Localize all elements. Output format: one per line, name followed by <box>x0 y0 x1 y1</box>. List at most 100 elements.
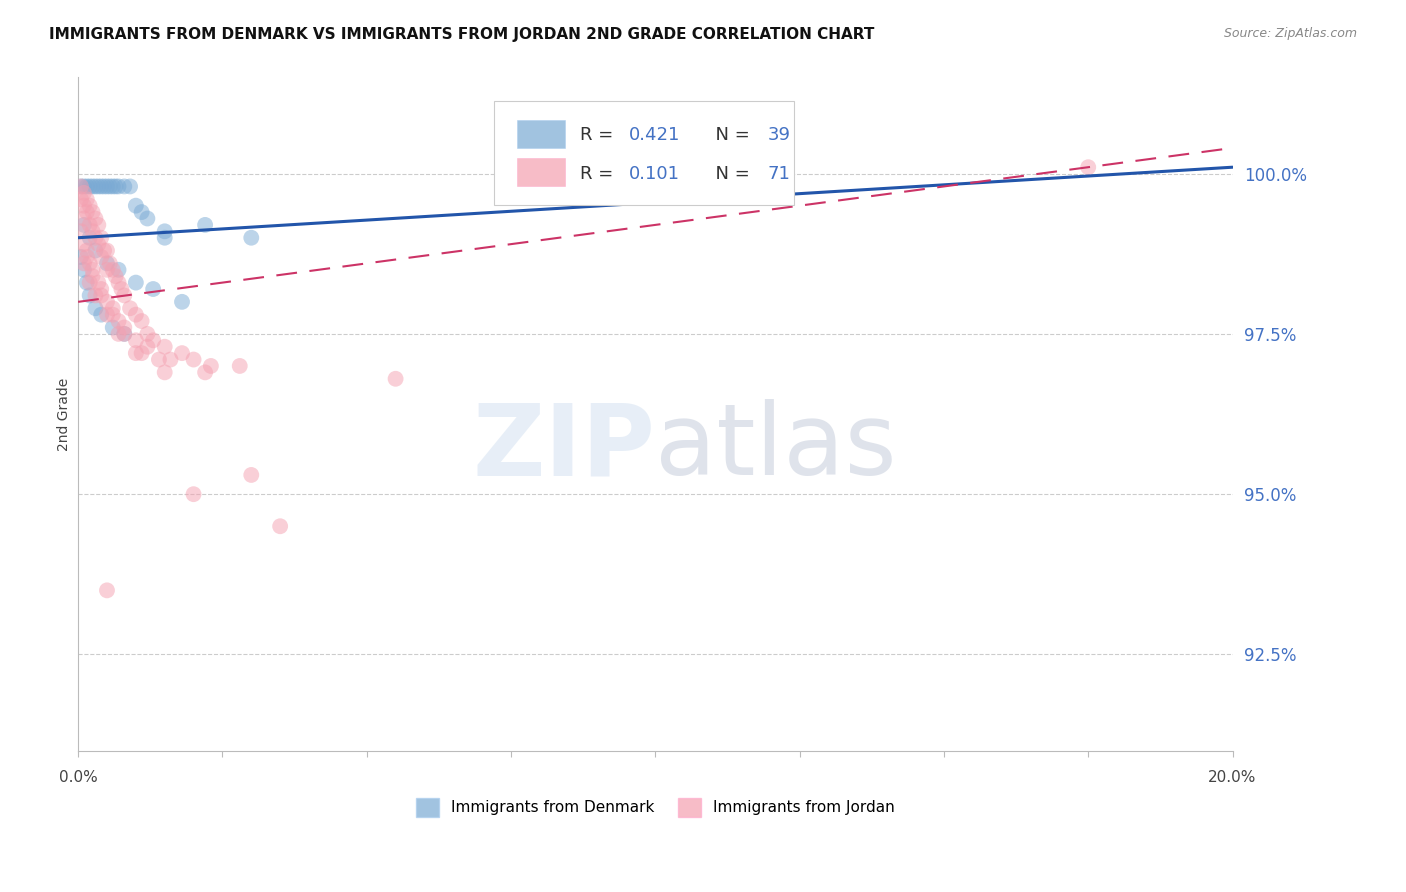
Point <box>90 231 112 245</box>
Point <box>96 294 118 309</box>
Point <box>107 326 129 341</box>
Point <box>120 179 142 194</box>
Text: ZIP: ZIP <box>472 400 655 496</box>
Point <box>183 487 205 501</box>
Point <box>79 276 101 290</box>
Text: R =: R = <box>581 165 619 183</box>
Point <box>159 352 181 367</box>
Point <box>79 288 101 302</box>
Text: atlas: atlas <box>655 400 897 496</box>
Point <box>82 224 104 238</box>
Point <box>384 372 406 386</box>
Point <box>101 308 124 322</box>
Point <box>93 244 115 258</box>
Point <box>73 186 96 200</box>
Point <box>112 326 135 341</box>
Text: 20.0%: 20.0% <box>1208 770 1257 785</box>
Point <box>240 467 263 482</box>
Point <box>76 179 98 194</box>
Point <box>136 340 159 354</box>
Point <box>136 326 159 341</box>
Text: 71: 71 <box>768 165 790 183</box>
Point <box>142 334 165 348</box>
Point <box>153 365 176 379</box>
Text: Source: ZipAtlas.com: Source: ZipAtlas.com <box>1223 27 1357 40</box>
Text: IMMIGRANTS FROM DENMARK VS IMMIGRANTS FROM JORDAN 2ND GRADE CORRELATION CHART: IMMIGRANTS FROM DENMARK VS IMMIGRANTS FR… <box>49 27 875 42</box>
Text: 0.101: 0.101 <box>628 165 679 183</box>
Point <box>73 218 96 232</box>
Point <box>82 269 104 284</box>
Point <box>153 340 176 354</box>
Point <box>194 365 217 379</box>
Text: 39: 39 <box>768 126 790 144</box>
Point <box>76 276 98 290</box>
Point <box>79 179 101 194</box>
Point <box>125 199 148 213</box>
Point <box>84 288 107 302</box>
Point <box>107 262 129 277</box>
Point <box>73 199 96 213</box>
Point <box>229 359 252 373</box>
Point <box>240 231 263 245</box>
Point <box>70 250 93 264</box>
Point <box>79 218 101 232</box>
Point <box>82 179 104 194</box>
Point <box>90 288 112 302</box>
Point <box>96 256 118 270</box>
Point <box>87 218 110 232</box>
Point <box>90 250 112 264</box>
Point <box>107 179 129 194</box>
Point <box>104 269 127 284</box>
Text: N =: N = <box>704 126 755 144</box>
Point <box>76 250 98 264</box>
Point <box>1077 160 1099 174</box>
Point <box>87 237 110 252</box>
Text: 0.0%: 0.0% <box>59 770 97 785</box>
Point <box>125 308 148 322</box>
Point <box>125 334 148 348</box>
Point <box>84 179 107 194</box>
Point <box>70 179 93 194</box>
Text: R =: R = <box>581 126 619 144</box>
Point <box>73 262 96 277</box>
Point <box>96 262 118 277</box>
Point <box>170 294 193 309</box>
Point <box>120 301 142 316</box>
Point <box>84 244 107 258</box>
Point <box>125 276 148 290</box>
Point <box>131 314 153 328</box>
Point <box>101 301 124 316</box>
Point <box>73 256 96 270</box>
Point <box>131 205 153 219</box>
Point <box>93 179 115 194</box>
Point <box>96 179 118 194</box>
Point <box>90 179 112 194</box>
Point <box>183 352 205 367</box>
Point <box>125 346 148 360</box>
Point <box>112 320 135 334</box>
Y-axis label: 2nd Grade: 2nd Grade <box>58 377 72 450</box>
Point <box>148 352 170 367</box>
Point <box>96 308 118 322</box>
Point <box>107 314 129 328</box>
Text: N =: N = <box>704 165 755 183</box>
Point <box>112 326 135 341</box>
Point <box>269 519 291 533</box>
Point <box>101 262 124 277</box>
Point <box>84 231 107 245</box>
Point <box>84 301 107 316</box>
Point <box>79 256 101 270</box>
Point <box>70 179 93 194</box>
Point <box>79 199 101 213</box>
Point <box>101 179 124 194</box>
Point <box>90 308 112 322</box>
Point <box>96 244 118 258</box>
Point <box>110 282 132 296</box>
Point <box>84 211 107 226</box>
FancyBboxPatch shape <box>494 101 794 205</box>
Point <box>131 346 153 360</box>
Point <box>70 224 93 238</box>
Point <box>76 205 98 219</box>
Point <box>101 320 124 334</box>
Point <box>82 205 104 219</box>
